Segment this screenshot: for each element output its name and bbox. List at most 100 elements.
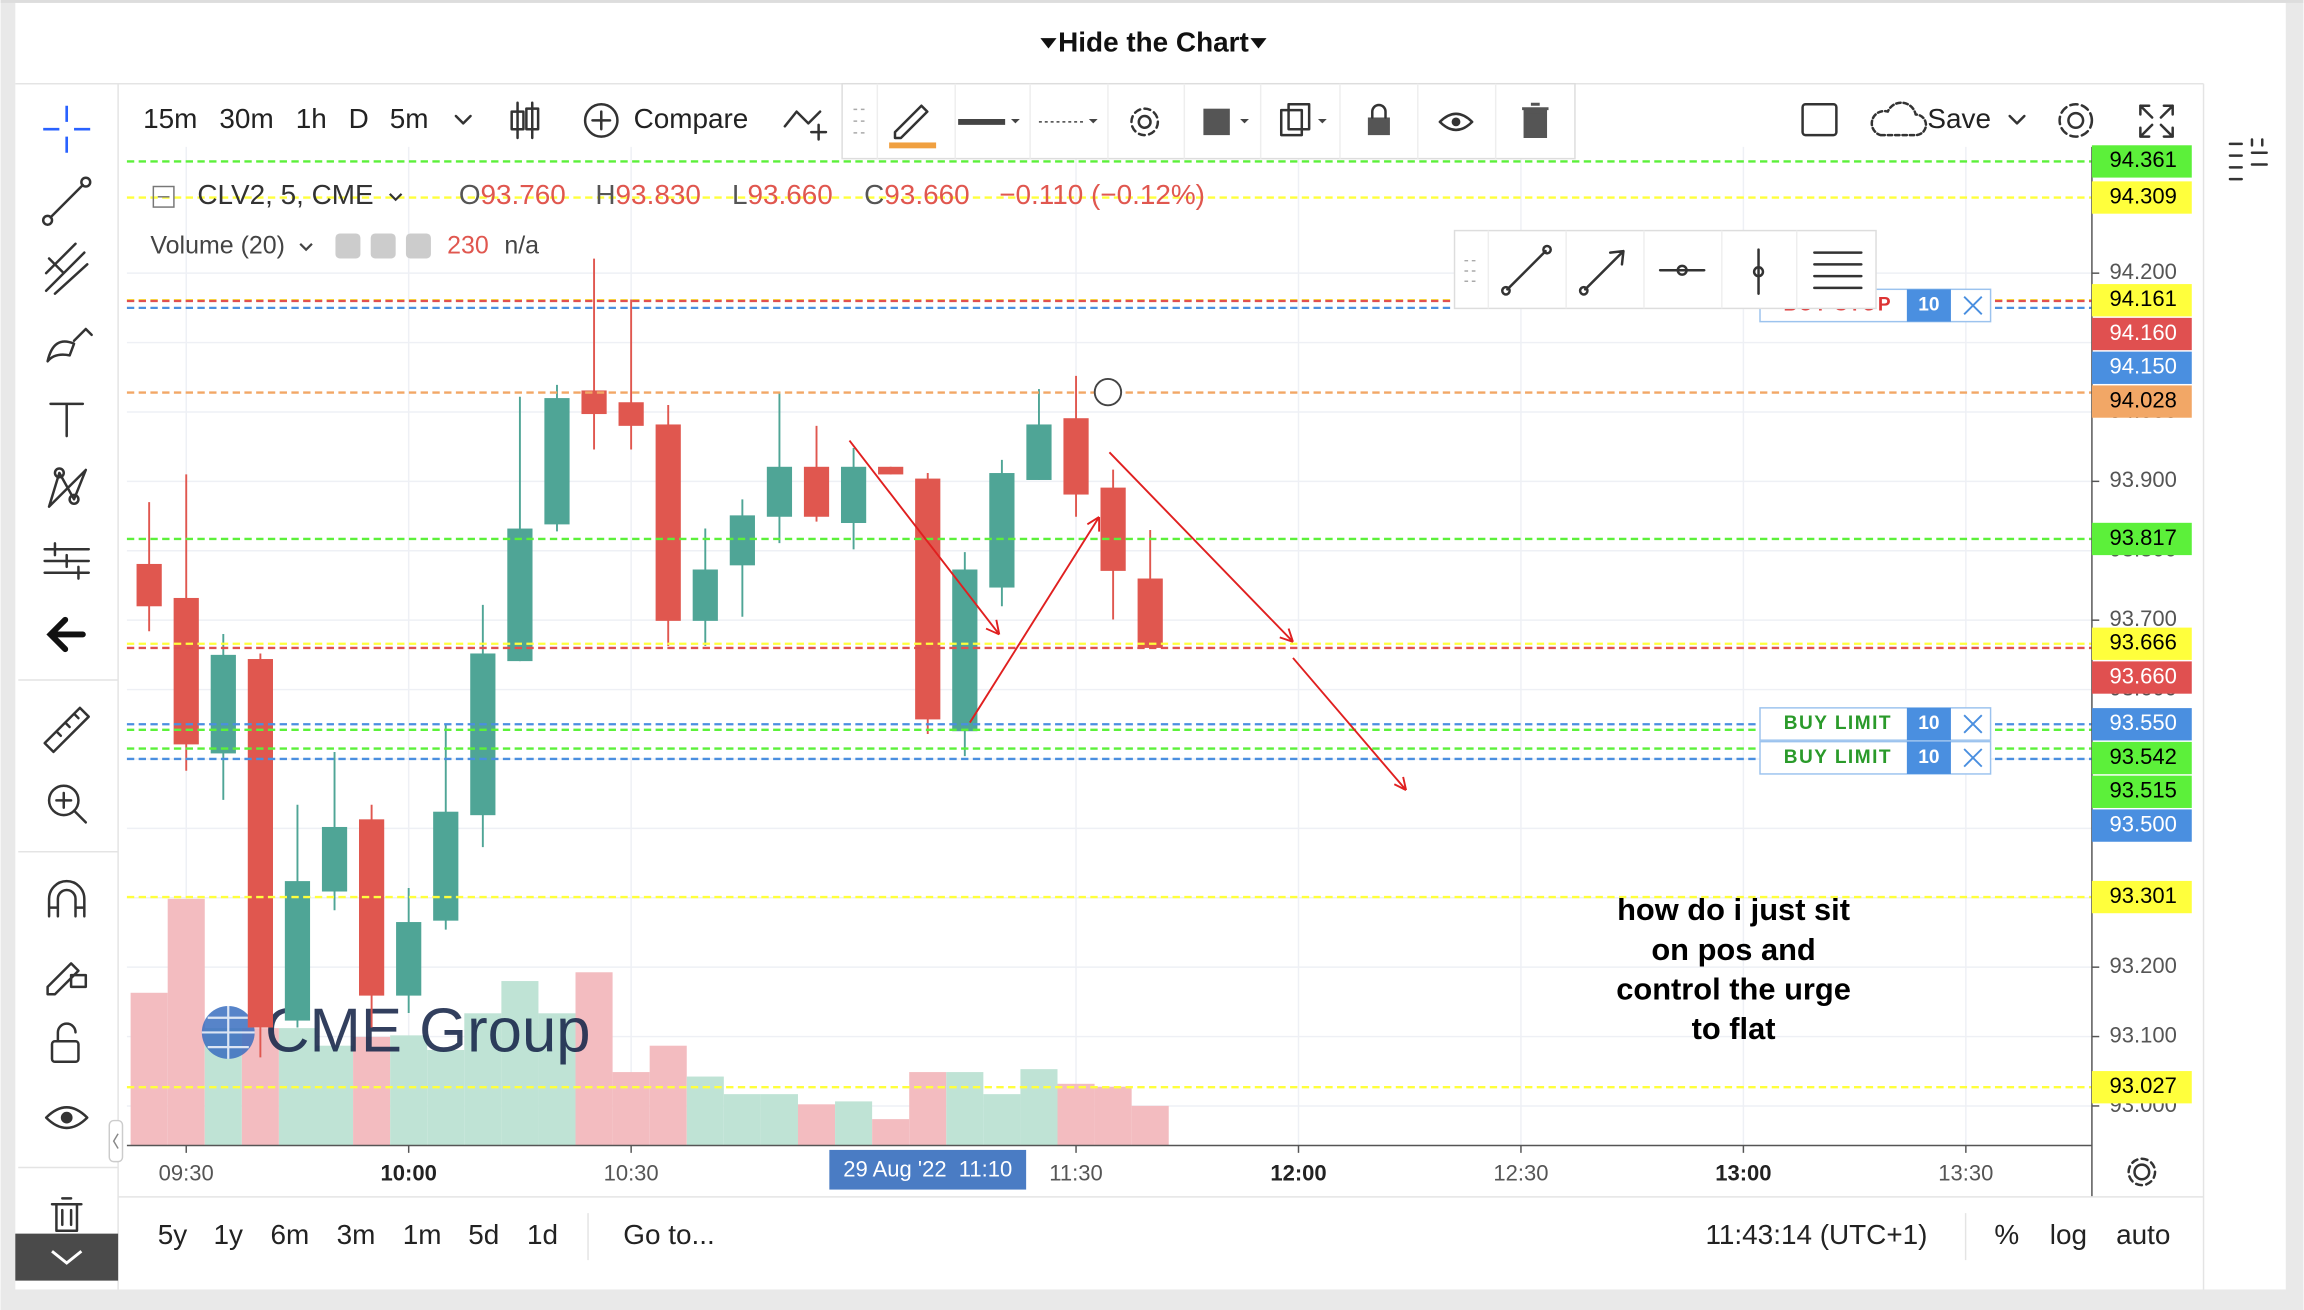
left-toolbar-part[interactable] (46, 327, 93, 363)
line-tools-toolbar-part[interactable] (1676, 264, 1688, 276)
study-chevron[interactable] (299, 243, 313, 252)
drawing-toolbar-part[interactable] (1130, 107, 1160, 137)
left-toolbar-part[interactable] (60, 1111, 73, 1124)
left-toolbar-part[interactable] (43, 542, 90, 580)
settings[interactable] (2058, 103, 2094, 138)
range-button[interactable]: 1m (403, 1219, 442, 1250)
collapse-handle[interactable] (108, 1119, 124, 1163)
line-tools-toolbar-part[interactable] (1501, 285, 1511, 296)
settings-part[interactable] (2067, 111, 2085, 130)
left-toolbar-part[interactable] (80, 176, 92, 188)
hide-chart-toggle[interactable]: Hide the Chart (1040, 26, 1267, 57)
drawing-toolbar-part[interactable] (889, 142, 937, 149)
layout-button-part[interactable] (1801, 103, 1838, 137)
interval-button[interactable]: 30m (219, 103, 273, 134)
interval-menu[interactable] (454, 114, 472, 125)
hide-chart-toggle-part[interactable] (1250, 38, 1267, 49)
line-tools-toolbar-part[interactable] (1583, 249, 1625, 291)
line-tools-toolbar-part[interactable] (1487, 230, 1798, 309)
save-button[interactable]: Save (1927, 103, 1991, 134)
compare-icon[interactable] (583, 103, 619, 138)
left-toolbar-part[interactable] (49, 402, 85, 438)
left-toolbar-part[interactable] (55, 791, 88, 824)
study-settings[interactable] (370, 233, 396, 259)
left-toolbar-part[interactable] (43, 105, 91, 153)
fullscreen[interactable] (2139, 104, 2174, 138)
order-qty-box[interactable] (1906, 707, 1951, 741)
order-qty-box[interactable] (1906, 741, 1951, 774)
drawing-toolbar-part[interactable] (1011, 118, 1020, 124)
fullscreen-part[interactable] (2139, 104, 2174, 138)
left-toolbar-part[interactable] (44, 1106, 89, 1130)
collapse-handle-part[interactable] (108, 1119, 124, 1163)
left-toolbar-part[interactable] (47, 468, 88, 508)
order-cancel[interactable] (1963, 714, 1983, 734)
layout-button[interactable] (1801, 103, 1838, 137)
right-panel-icon[interactable] (2228, 138, 2268, 181)
line-tools-toolbar-part[interactable] (1578, 285, 1589, 296)
line-tools-toolbar-part[interactable] (1813, 251, 1863, 290)
order-cancel[interactable] (1963, 748, 1983, 768)
left-toolbar-part[interactable] (51, 1250, 83, 1265)
drawing-toolbar-part[interactable] (1367, 117, 1390, 136)
left-toolbar-part[interactable] (56, 1022, 77, 1043)
compare-icon-part[interactable] (583, 103, 619, 138)
drawing-toolbar-part[interactable] (1279, 108, 1304, 137)
drawing-toolbar[interactable] (841, 82, 1576, 160)
left-toolbar-part[interactable] (44, 242, 89, 295)
left-toolbar-part[interactable] (15, 1233, 119, 1281)
range-button[interactable]: 5d (468, 1219, 499, 1250)
settings-part[interactable] (2058, 103, 2094, 138)
left-toolbar-part[interactable] (49, 183, 85, 219)
study-visibility[interactable] (335, 233, 361, 259)
drawing-toolbar-part[interactable] (1137, 114, 1152, 130)
drawing-toolbar-part[interactable] (1203, 108, 1230, 136)
axis-settings-part[interactable] (2133, 1163, 2151, 1181)
drawing-toolbar-part[interactable] (1317, 118, 1327, 124)
axis-settings-part[interactable] (2127, 1157, 2157, 1187)
left-toolbar-part[interactable] (68, 493, 80, 505)
volume-study[interactable]: Volume (20) (150, 231, 285, 259)
line-tools-toolbar-part[interactable] (1464, 259, 1476, 282)
compare-icon-part[interactable] (591, 110, 612, 131)
left-toolbar-part[interactable] (46, 962, 80, 996)
drawing-toolbar-part[interactable] (1287, 103, 1311, 131)
indicators[interactable] (783, 110, 828, 141)
order-type[interactable]: BUY LIMIT (1784, 747, 1892, 768)
interval-menu-part[interactable] (454, 114, 472, 125)
indicators-part[interactable] (783, 110, 822, 128)
axis-settings[interactable] (2127, 1157, 2157, 1187)
goto-button[interactable]: Go to... (623, 1219, 714, 1250)
left-toolbar-part[interactable] (47, 784, 80, 817)
auto-button[interactable]: auto (2116, 1219, 2170, 1250)
hide-chart-toggle-part[interactable] (1040, 38, 1057, 49)
drawing-toolbar-part[interactable] (1522, 102, 1549, 139)
collapse-handle-part[interactable] (112, 1133, 119, 1149)
percent-button[interactable]: % (1994, 1219, 2019, 1250)
interval-button[interactable]: D (349, 103, 369, 134)
line-tools-toolbar-part[interactable] (1506, 249, 1547, 291)
left-toolbar-part[interactable] (50, 1039, 80, 1064)
left-toolbar-part[interactable] (50, 1197, 83, 1232)
drawing-toolbar-part[interactable] (1438, 112, 1474, 132)
order-type[interactable]: BUY LIMIT (1784, 713, 1892, 734)
left-toolbar[interactable] (15, 83, 119, 1290)
order-qty-box[interactable] (1906, 289, 1951, 322)
order-panel[interactable] (1759, 740, 1992, 775)
toggle-label[interactable]: Hide the Chart (1058, 26, 1249, 57)
left-toolbar-part[interactable] (53, 467, 66, 479)
drawing-toolbar-part[interactable] (1240, 118, 1249, 124)
drawing-toolbar-part[interactable] (876, 83, 1497, 159)
range-button[interactable]: 1y (214, 1219, 244, 1250)
compare-button[interactable]: Compare (634, 103, 749, 134)
left-toolbar-part[interactable] (43, 706, 90, 754)
left-toolbar-part[interactable] (46, 616, 86, 653)
order-qty[interactable]: 10 (1918, 747, 1939, 768)
range-button[interactable]: 5y (158, 1219, 188, 1250)
left-toolbar-part[interactable] (41, 214, 54, 226)
line-tools-toolbar-part[interactable] (1542, 244, 1552, 255)
interval-button[interactable]: 1h (296, 103, 327, 134)
log-button[interactable]: log (2050, 1219, 2087, 1250)
save-cloud[interactable] (1870, 101, 2026, 137)
range-button[interactable]: 1d (527, 1219, 558, 1250)
